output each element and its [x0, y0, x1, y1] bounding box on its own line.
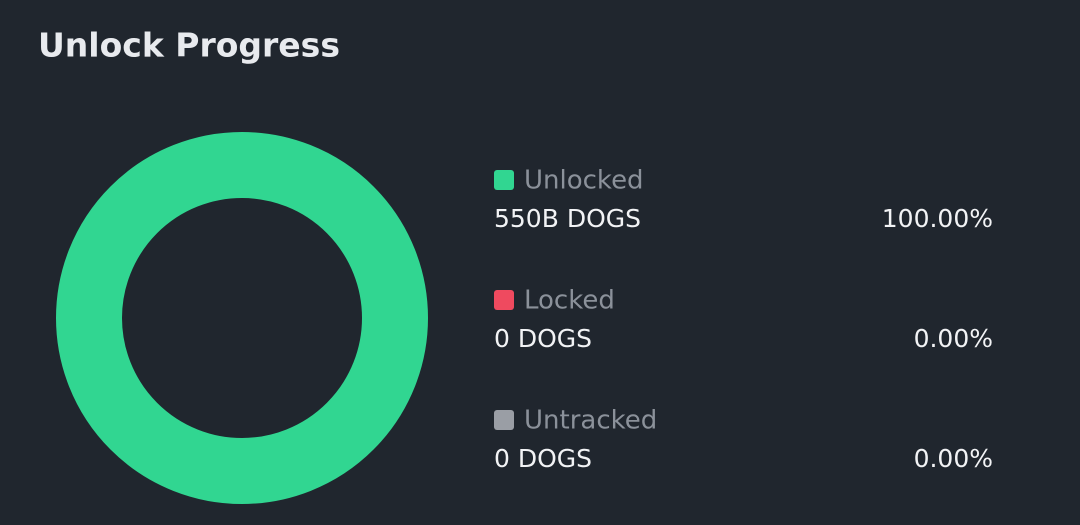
percent-label: 0.00%: [914, 444, 993, 473]
percent-label: 0.00%: [914, 324, 993, 353]
legend-label: Unlocked: [524, 166, 644, 196]
amount-label: 550B DOGS: [494, 204, 641, 233]
amount-label: 0 DOGS: [494, 324, 592, 353]
legend-swatch: [494, 290, 514, 310]
chart-title: Unlock Progress: [38, 26, 340, 65]
legend-label: Locked: [524, 286, 615, 316]
legend-swatch: [494, 410, 514, 430]
donut-segment: [56, 132, 428, 504]
percent-label: 100.00%: [882, 204, 993, 233]
legend-label: Untracked: [524, 406, 657, 436]
legend-swatch: [494, 170, 514, 190]
amount-label: 0 DOGS: [494, 444, 592, 473]
